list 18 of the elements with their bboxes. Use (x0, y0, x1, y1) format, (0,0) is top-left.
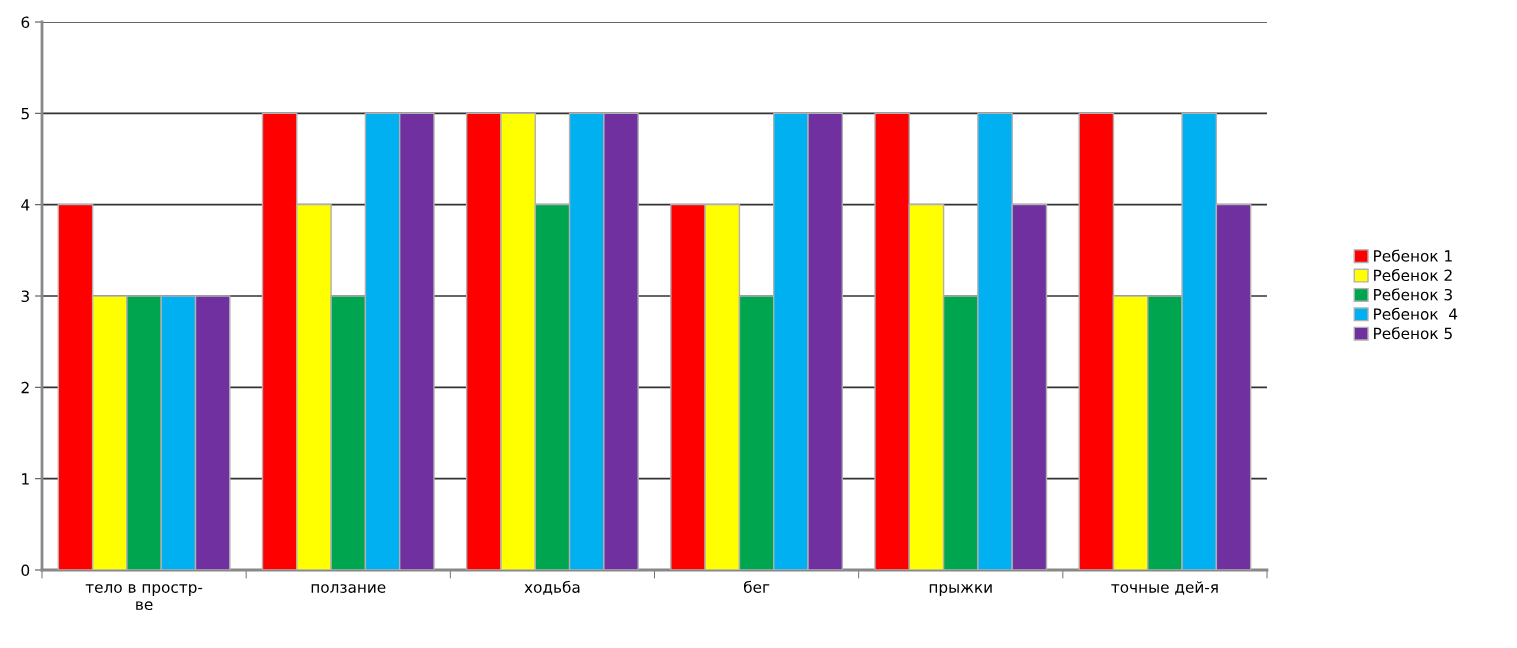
y-tick-label: 3 (21, 290, 29, 303)
legend-label: Ребенок 3 (1374, 288, 1452, 301)
y-tick-label: 6 (21, 16, 30, 29)
y-tick-label: 0 (21, 564, 30, 577)
x-tick-label: ползание (311, 584, 386, 593)
x-tick-label: бег (743, 580, 770, 593)
y-tick-label: 4 (21, 199, 30, 211)
legend-label: Ребенок 4 (1374, 307, 1458, 320)
x-tick-label: тело в простр- ве (85, 584, 203, 611)
y-tick-label: 2 (21, 381, 29, 394)
y-tick-label: 1 (22, 473, 29, 485)
legend-label: Ребенок 5 (1374, 327, 1452, 340)
x-tick-label: точные дей-я (1111, 581, 1218, 595)
legend-label: Ребенок 2 (1374, 268, 1452, 282)
x-tick-label: ходьба (524, 580, 580, 595)
y-tick-label: 5 (21, 108, 29, 120)
x-tick-label: прыжки (929, 584, 992, 596)
legend-label: Ребенок 1 (1374, 249, 1452, 262)
